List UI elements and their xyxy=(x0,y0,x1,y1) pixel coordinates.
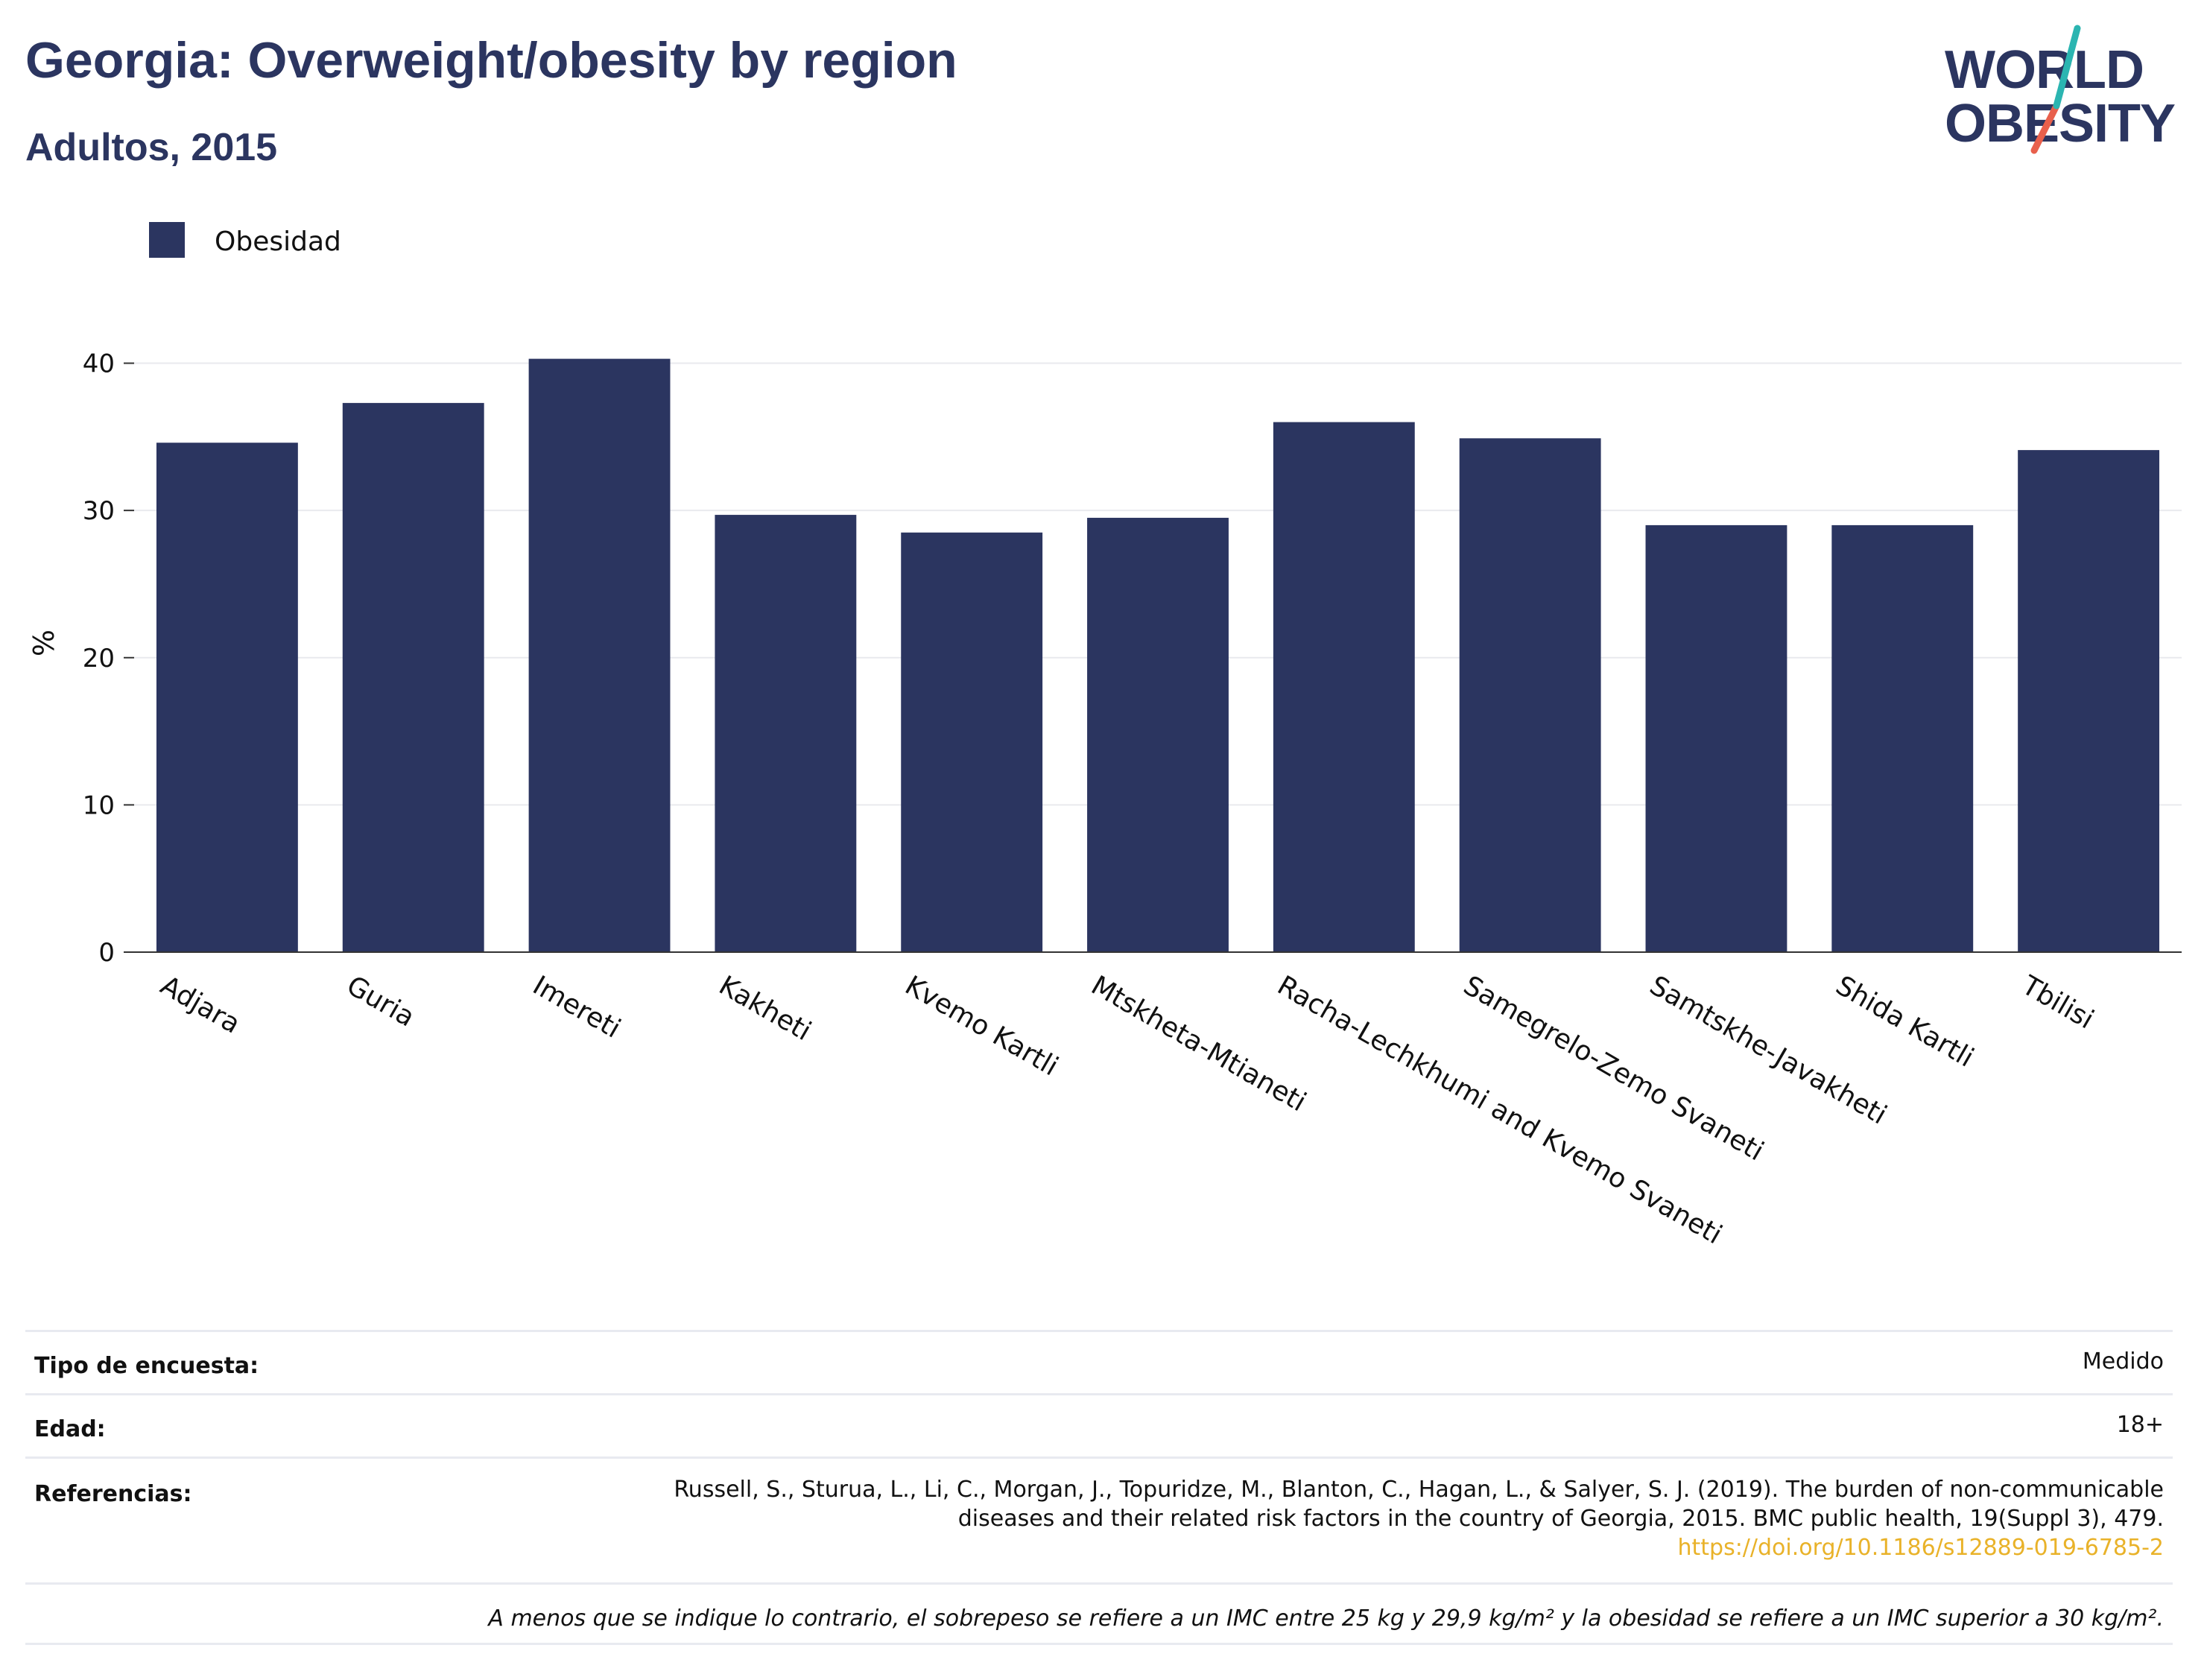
chart-subtitle: Adultos, 2015 xyxy=(25,126,278,169)
note-row: A menos que se indique lo contrario, el … xyxy=(25,1582,2173,1645)
chart-title: Georgia: Overweight/obesity by region xyxy=(25,32,957,89)
bar-shida-kartli xyxy=(1831,524,1974,952)
logo-text-obesity: OBESITY xyxy=(1945,94,2176,153)
x-tick-label: Kvemo Kartli xyxy=(900,970,1063,1082)
bar-samegrelo-zemo-svaneti xyxy=(1459,438,1601,952)
x-tick-label: Shida Kartli xyxy=(1831,970,1979,1073)
age-row: Edad: 18+ xyxy=(25,1393,2173,1456)
x-tick-label: Guria xyxy=(341,970,419,1033)
y-tick-label: 10 xyxy=(83,790,115,820)
logo-slash-icon xyxy=(2030,25,2081,154)
x-tick-label: Samegrelo-Zemo Svaneti xyxy=(1458,970,1769,1167)
bar-samtskhe-javakheti xyxy=(1645,524,1787,952)
bar-tbilisi xyxy=(2018,450,2160,952)
x-tick-label: Tbilisi xyxy=(2016,970,2099,1036)
bar-imereti xyxy=(528,358,671,953)
y-tick-label: 0 xyxy=(98,938,115,968)
reference-text-line1: Russell, S., Sturua, L., Li, C., Morgan,… xyxy=(674,1477,2164,1503)
survey-type-value: Medido xyxy=(2082,1348,2164,1375)
bar-adjara xyxy=(156,443,298,952)
bar-guria xyxy=(342,402,484,952)
reference-doi-link[interactable]: https://doi.org/10.1186/s12889-019-6785-… xyxy=(1677,1535,2164,1561)
legend-swatch-obesidad xyxy=(149,222,185,258)
bar-mtskheta-mtianeti xyxy=(1087,518,1229,952)
survey-type-label: Tipo de encuesta: xyxy=(34,1353,259,1379)
age-value: 18+ xyxy=(2116,1412,2164,1438)
definition-note: A menos que se indique lo contrario, el … xyxy=(488,1605,2164,1632)
y-tick-label: 20 xyxy=(83,644,115,673)
x-tick-label: Kakheti xyxy=(714,970,816,1047)
y-tick-label: 40 xyxy=(83,349,115,379)
age-label: Edad: xyxy=(34,1416,106,1442)
x-tick-label: Imereti xyxy=(528,970,625,1045)
references-row: Referencias: Russell, S., Sturua, L., Li… xyxy=(25,1456,2173,1582)
metadata-table: Tipo de encuesta: Medido Edad: 18+ Refer… xyxy=(25,1330,2173,1645)
reference-text-line2: diseases and their related risk factors … xyxy=(957,1506,2164,1532)
world-obesity-logo: WORLD OBESITY xyxy=(1945,22,2191,160)
x-tick-label: Adjara xyxy=(155,970,245,1039)
logo-text-world: WORLD xyxy=(1945,40,2144,100)
y-axis-label: % xyxy=(28,630,60,656)
references-label: Referencias: xyxy=(34,1481,192,1507)
y-tick-label: 30 xyxy=(83,496,115,526)
bar-kvemo-kartli xyxy=(901,532,1043,952)
bar-kakheti xyxy=(715,515,857,952)
bar-chart: Obesidad 0 10 20 30 40% Adjara Guria Imereti Kakh… xyxy=(28,222,2182,1250)
survey-type-row: Tipo de encuesta: Medido xyxy=(25,1330,2173,1393)
legend-label-obesidad: Obesidad xyxy=(215,226,341,257)
bar-racha-lechkhumi-and-kvemo-svaneti xyxy=(1273,422,1415,952)
